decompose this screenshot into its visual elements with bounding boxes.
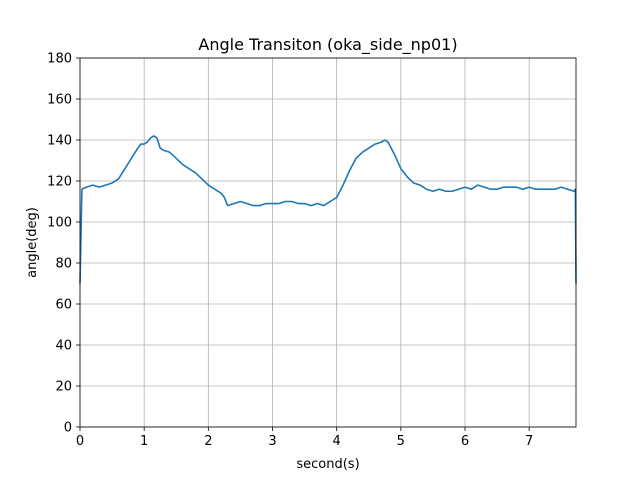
y-tick-label: 180 xyxy=(47,52,72,67)
x-tick-label: 7 xyxy=(525,434,533,449)
y-tick-label: 40 xyxy=(55,339,72,354)
y-tick-label: 80 xyxy=(55,257,72,272)
series-layer xyxy=(79,135,577,284)
plot-frame xyxy=(79,57,577,428)
x-axis-label: second(s) xyxy=(296,457,359,472)
x-tick-label: 5 xyxy=(397,434,405,449)
y-tick-label: 160 xyxy=(47,93,72,108)
x-tick-label: 0 xyxy=(76,434,84,449)
y-axis-label: angle(deg) xyxy=(25,207,40,278)
y-tick-label: 100 xyxy=(47,216,72,231)
x-tick-label: 1 xyxy=(140,434,148,449)
x-tick-label: 6 xyxy=(461,434,469,449)
tick-layer: 0 1 2 3 4 5 6 7 0 20 40 60 80 100 120 140 160 180 xyxy=(47,52,533,450)
y-tick-label: 20 xyxy=(55,380,72,395)
x-tick-label: 4 xyxy=(333,434,341,449)
series-line xyxy=(79,135,577,284)
x-tick-label: 3 xyxy=(268,434,276,449)
chart-title: Angle Transiton (oka_side_np01) xyxy=(198,35,457,55)
y-tick-label: 60 xyxy=(55,298,72,313)
y-tick-label: 120 xyxy=(47,175,72,190)
y-tick-label: 0 xyxy=(64,421,72,436)
x-tick-label: 2 xyxy=(204,434,212,449)
y-tick-label: 140 xyxy=(47,134,72,149)
